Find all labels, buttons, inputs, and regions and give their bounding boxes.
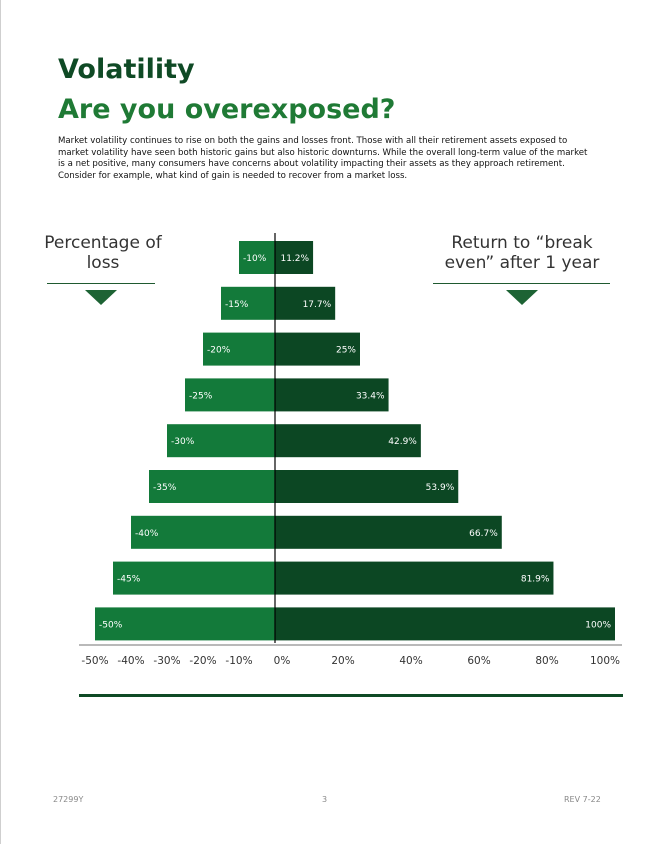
document-code: 27299Y	[53, 795, 84, 804]
loss-bar	[239, 241, 275, 274]
loss-bar-label: -25%	[189, 391, 213, 401]
x-tick-label: 60%	[467, 655, 490, 667]
loss-bar	[113, 561, 275, 595]
loss-bar	[167, 424, 275, 458]
gain-bar-label: 25%	[336, 346, 356, 356]
gain-bar-label: 66.7%	[469, 529, 498, 539]
loss-bar-label: -35%	[153, 483, 177, 493]
loss-bar-label: -10%	[243, 254, 267, 264]
page-number: 3	[322, 795, 328, 804]
page-edge-line	[0, 0, 1, 844]
gain-bar	[275, 607, 615, 641]
gain-bar-label: 42.9%	[388, 437, 417, 447]
page-subtitle: Are you overexposed?	[58, 94, 396, 125]
x-tick-label: -10%	[225, 655, 252, 667]
gain-bar	[275, 470, 459, 503]
loss-bar	[95, 607, 275, 641]
loss-bar	[149, 470, 275, 503]
gain-bar-label: 11.2%	[280, 254, 309, 264]
x-tick-label: -20%	[189, 655, 216, 667]
loss-bar	[131, 515, 275, 549]
break-even-heading-rule	[433, 283, 610, 284]
loss-bar	[203, 332, 275, 366]
loss-heading: Percentage of loss	[44, 233, 162, 273]
loss-heading-rule	[47, 283, 155, 284]
loss-bar-label: -40%	[135, 529, 159, 539]
loss-bar-label: -45%	[117, 575, 141, 585]
x-tick-label: 20%	[331, 655, 354, 667]
x-tick-label: -30%	[153, 655, 180, 667]
down-arrow-icon	[506, 290, 538, 305]
gain-bar	[275, 561, 554, 595]
gain-bar-label: 33.4%	[356, 391, 385, 401]
loss-recovery-chart: -10% 11.2% -15% 17.7% -20% 25% -25% 33.4% -30% 42…	[79, 233, 623, 697]
x-tick-label: -50%	[81, 655, 108, 667]
gain-bar	[275, 378, 389, 412]
x-tick-label: 100%	[590, 655, 620, 667]
gain-bar	[275, 241, 314, 274]
gain-bar-label: 17.7%	[303, 300, 332, 310]
gain-bar	[275, 515, 502, 549]
loss-bar-label: -15%	[225, 300, 249, 310]
bottom-rule	[79, 694, 623, 697]
x-tick-label: 40%	[399, 655, 422, 667]
gain-bar-label: 53.9%	[426, 483, 455, 493]
x-tick-label: 0%	[274, 655, 291, 667]
loss-bar-label: -50%	[99, 620, 123, 630]
revision-label: REV 7-22	[564, 795, 601, 804]
loss-bar-label: -20%	[207, 346, 231, 356]
loss-bar-label: -30%	[171, 437, 195, 447]
down-arrow-icon	[85, 290, 117, 305]
gain-bar-label: 81.9%	[521, 575, 550, 585]
loss-bar	[185, 378, 275, 412]
gain-bar	[275, 332, 360, 366]
gain-bar	[275, 424, 421, 458]
x-tick-label: 80%	[535, 655, 558, 667]
loss-bar	[221, 286, 275, 320]
gain-bar	[275, 286, 336, 320]
intro-paragraph: Market volatility continues to rise on b…	[58, 136, 588, 181]
gain-bar-label: 100%	[585, 620, 611, 630]
x-tick-label: -40%	[117, 655, 144, 667]
page-title: Volatility	[58, 54, 195, 85]
break-even-heading: Return to “break even” after 1 year	[444, 233, 600, 273]
